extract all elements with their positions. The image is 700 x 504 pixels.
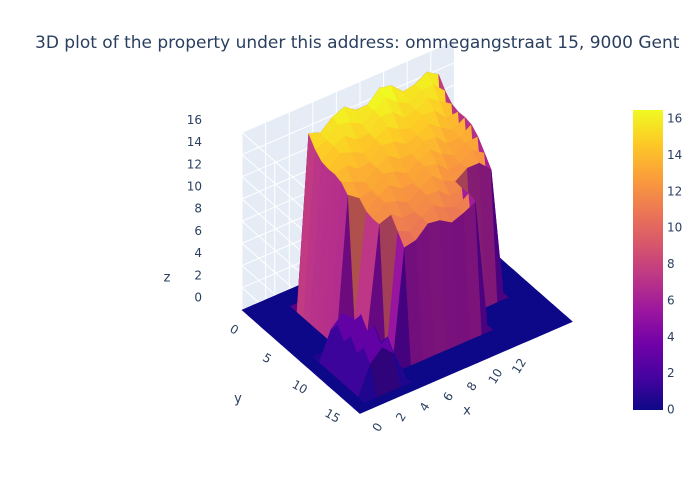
colorbar [633, 110, 663, 410]
colorbar-tick-label: 0 [667, 403, 675, 417]
x-tick-label: 4 [417, 400, 433, 414]
colorbar-ticks: 0 2 4 6 8 10 12 14 16 [667, 112, 682, 417]
x-tick-label: 6 [440, 390, 456, 404]
x-tick-label: 0 [370, 420, 386, 434]
z-tick-label: 4 [194, 246, 202, 260]
colorbar-tick-label: 14 [667, 148, 682, 162]
colorbar-tick-label: 4 [667, 330, 675, 344]
z-tick-label: 14 [187, 135, 202, 149]
chart-title: 3D plot of the property under this addre… [35, 33, 680, 53]
surface-cell [553, 315, 573, 328]
z-tick-label: 8 [194, 202, 202, 216]
y-tick-label: 10 [290, 377, 310, 397]
colorbar-tick-label: 10 [667, 221, 682, 235]
z-tick-label: 0 [194, 291, 202, 305]
y-tick-label: 15 [322, 406, 342, 426]
x-axis-title: x [463, 404, 471, 419]
colorbar-tick-label: 8 [667, 257, 675, 271]
z-axis-title: z [164, 271, 171, 286]
z-tick-label: 2 [194, 268, 202, 282]
z-tick-label: 12 [187, 157, 202, 171]
x-tick-label: 10 [485, 366, 505, 386]
z-tick-label: 6 [194, 224, 202, 238]
z-tick-label: 16 [187, 113, 202, 127]
colorbar-tick-label: 12 [667, 184, 682, 198]
y-axis-title: y [234, 392, 242, 407]
grid-xz-z [241, 40, 455, 133]
y-tick-label: 0 [227, 322, 241, 338]
colorbar-tick-label: 2 [667, 366, 675, 380]
x-tick-label: 8 [464, 379, 480, 393]
surface-cells [241, 71, 573, 414]
colorbar-tick-label: 16 [667, 112, 682, 126]
z-tick-label: 10 [187, 180, 202, 194]
y-tick-label: 5 [260, 350, 274, 366]
colorbar-tick-label: 6 [667, 293, 675, 307]
x-tick-label: 12 [509, 356, 529, 376]
x-tick-label: 2 [393, 410, 409, 424]
